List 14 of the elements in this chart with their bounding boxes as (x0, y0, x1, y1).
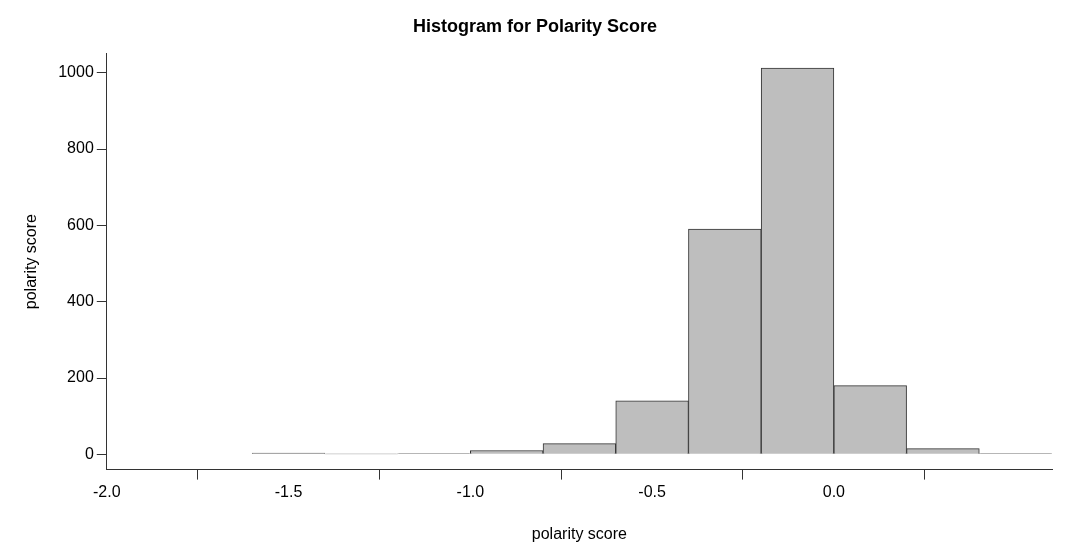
y-tick-label: 1000 (58, 63, 94, 81)
y-tick-label: 200 (67, 368, 94, 386)
y-tick-label: 400 (67, 292, 94, 310)
y-tick-label: 0 (84, 444, 94, 462)
x-tick-label: -0.5 (638, 482, 666, 500)
x-tick-label: -2.0 (93, 482, 121, 500)
chart-title: Histogram for Polarity Score (412, 15, 658, 36)
y-tick-label: 800 (67, 139, 94, 157)
x-axis-title: polarity score (531, 524, 628, 542)
y-tick-label: 600 (67, 215, 94, 233)
y-axis-title: polarity score (22, 213, 40, 310)
x-tick-label: -1.0 (456, 482, 485, 500)
x-tick-label: -1.5 (274, 482, 303, 500)
x-tick-label: 0.0 (822, 482, 846, 500)
